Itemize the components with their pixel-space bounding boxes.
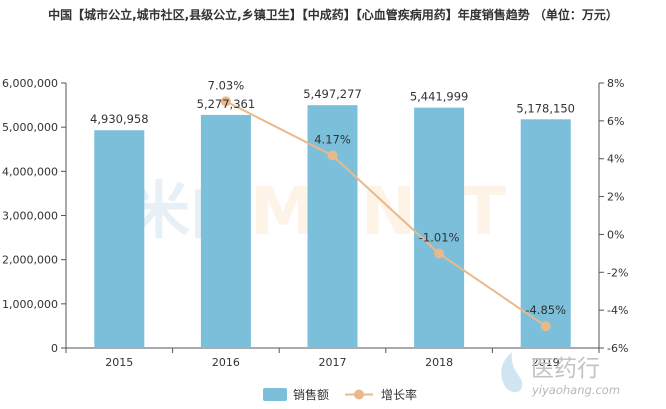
y-right-tick-label: -4% (607, 304, 628, 317)
bar-value-label: 5,497,277 (303, 87, 362, 101)
y-left-tick-label: 6,000,000 (2, 77, 58, 90)
bar-series (94, 105, 571, 349)
x-tick-label: 2019 (532, 356, 560, 369)
bar-value-label: 5,441,999 (410, 90, 469, 104)
line-point (540, 321, 551, 332)
bar-value-label: 5,178,150 (516, 101, 575, 115)
y-right-tick-label: 2% (607, 191, 624, 204)
line-point (327, 150, 338, 161)
legend-bar-label[interactable]: 销售额 (293, 387, 329, 402)
x-tick-label: 2018 (425, 356, 453, 369)
x-tick-label: 2017 (319, 356, 347, 369)
y-right-tick-label: 0% (607, 228, 624, 241)
bar (200, 114, 251, 348)
x-tick-label: 2015 (105, 356, 133, 369)
y-right-tick-label: 6% (607, 115, 624, 128)
legend[interactable]: 销售额 增长率 (263, 387, 417, 402)
logo-en: yiyaohang.com (531, 383, 620, 397)
line-value-label: 4.17% (314, 132, 351, 146)
y-left-tick-label: 5,000,000 (2, 121, 58, 134)
y-left-tick-label: 3,000,000 (2, 210, 58, 223)
y-right-tick-label: -6% (607, 342, 628, 355)
y-right-tick-label: -2% (607, 266, 628, 279)
bar-value-label: 4,930,958 (90, 112, 149, 126)
y-left-tick-label: 4,000,000 (2, 165, 58, 178)
line-value-label: -4.85% (525, 303, 566, 317)
legend-line-label[interactable]: 增长率 (381, 387, 417, 402)
line-point (220, 96, 231, 107)
line-series (220, 96, 551, 332)
line-value-label: 7.03% (208, 78, 245, 92)
bar (307, 105, 358, 348)
y-right-tick-label: 4% (607, 153, 624, 166)
bar (414, 107, 465, 348)
y-left-tick-label: 0 (51, 342, 58, 355)
chart-title: 中国【城市公立,城市社区,县级公立,乡镇卫生】【中成药】【心血管疾病用药】年度销… (48, 8, 618, 22)
y-right-tick-label: 8% (607, 77, 624, 90)
legend-line-marker (354, 389, 364, 400)
line-value-label: -1.01% (419, 231, 460, 245)
y-left-tick-label: 2,000,000 (2, 254, 58, 267)
y-left-tick-label: 1,000,000 (2, 298, 58, 311)
line-point (434, 248, 445, 259)
watermark-right: MENET (250, 173, 506, 250)
legend-bar-swatch[interactable] (263, 388, 287, 401)
growth-line (225, 100, 547, 328)
logo: 医药行 yiyaohang.com (501, 352, 620, 397)
bar-value-label: 5,277,361 (197, 97, 256, 111)
x-tick-label: 2016 (212, 356, 240, 369)
logo-drop-icon (501, 352, 523, 393)
bar (94, 130, 145, 348)
data-labels: 4,930,958 5,277,361 5,497,277 5,441,999 5,17… (90, 78, 575, 317)
bar (520, 119, 571, 349)
logo-cn: 医药行 (531, 356, 600, 382)
